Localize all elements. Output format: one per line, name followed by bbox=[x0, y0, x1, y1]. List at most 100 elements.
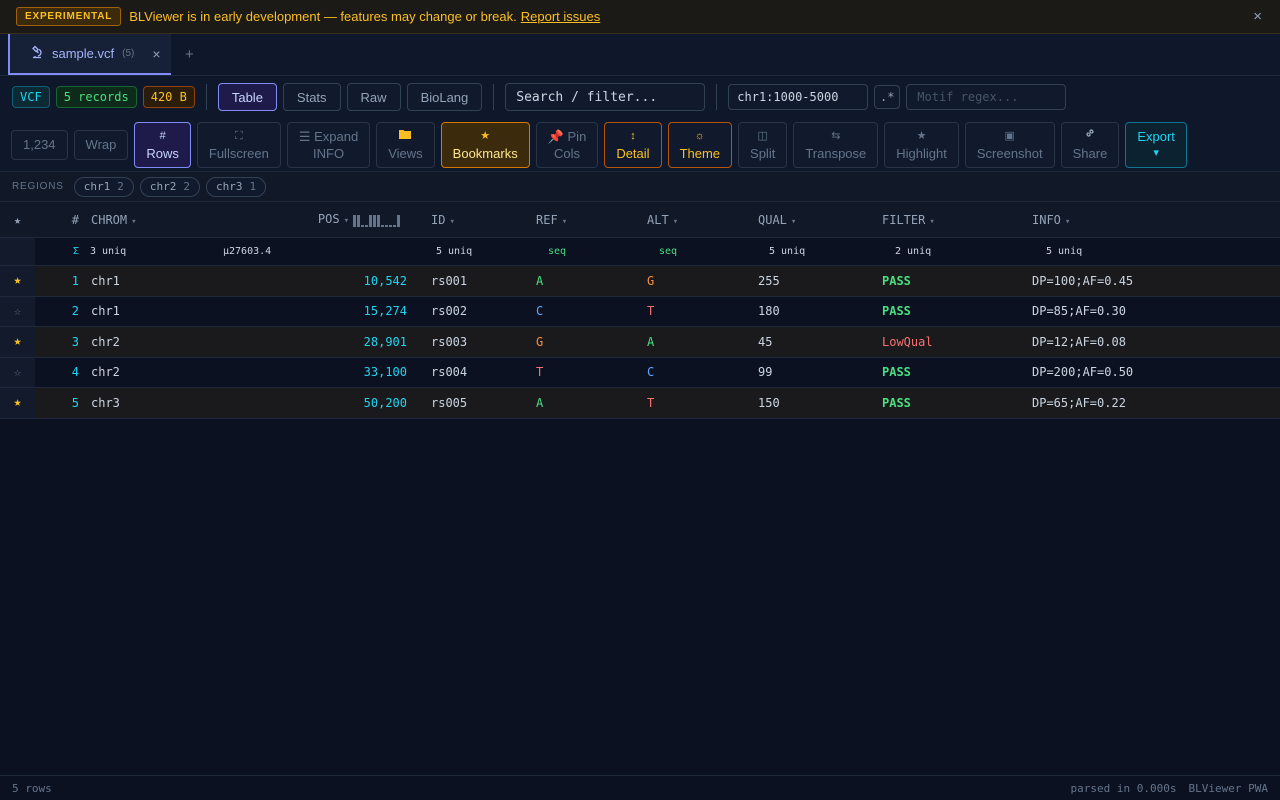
highlight-label: Highlight bbox=[896, 145, 947, 161]
table-row[interactable]: ☆ 2 chr1 15,274 rs002 C T 180 PASS DP=85… bbox=[0, 296, 1280, 327]
pin-label: Pin bbox=[567, 128, 587, 144]
alt-cell: T bbox=[647, 304, 655, 319]
column-label: POS bbox=[317, 212, 340, 227]
bookmark-star-icon[interactable]: ★ bbox=[0, 266, 35, 296]
pos-cell: 33,100 bbox=[363, 365, 407, 380]
ref-column-header[interactable]: REF ▾ bbox=[524, 213, 635, 227]
report-issues-link[interactable]: Report issues bbox=[520, 9, 601, 24]
table-row[interactable]: ★ 5 chr3 50,200 rs005 A T 150 PASS DP=65… bbox=[0, 388, 1280, 419]
column-label: REF bbox=[536, 212, 558, 227]
variant-table: ★ # CHROM ▾ POS ▾ ID ▾ REF ▾ ALT ▾ QUAL ▾ FILT… bbox=[0, 202, 1280, 419]
info-column-header[interactable]: INFO ▾ bbox=[1022, 213, 1244, 227]
info-cell: DP=12;AF=0.08 bbox=[1032, 334, 1126, 349]
bookmark-star-icon[interactable]: ★ bbox=[0, 388, 35, 418]
add-tab-button[interactable]: + bbox=[185, 46, 194, 63]
transpose-button[interactable]: ⇆ Transpose bbox=[793, 121, 879, 168]
sun-icon: ☼ bbox=[694, 129, 705, 142]
experimental-badge: EXPERIMENTAL bbox=[16, 7, 122, 26]
close-tab-icon[interactable]: × bbox=[152, 45, 161, 62]
chrom-cell: chr2 bbox=[91, 365, 120, 380]
bookmark-star-icon[interactable]: ☆ bbox=[0, 357, 35, 387]
id-column-header[interactable]: ID ▾ bbox=[411, 213, 524, 227]
banner-message: BLViewer is in early development — featu… bbox=[129, 9, 517, 24]
info-cell: DP=200;AF=0.50 bbox=[1032, 365, 1134, 380]
toolbar-divider bbox=[493, 84, 495, 110]
bookmark-star-icon[interactable]: ★ bbox=[0, 327, 35, 357]
column-label: CHROM bbox=[91, 212, 128, 227]
id-summary: 5 uniq bbox=[436, 246, 473, 257]
bookmarks-label: Bookmarks bbox=[452, 145, 518, 161]
toolbar-divider bbox=[205, 84, 207, 110]
mode-raw-button[interactable]: Raw bbox=[346, 83, 401, 111]
region-chip-chr1[interactable]: chr1 2 bbox=[73, 176, 134, 197]
hash-icon: # bbox=[159, 129, 166, 142]
filter-column-header[interactable]: FILTER ▾ bbox=[870, 213, 1022, 227]
expand-info-button[interactable]: ☰ Expand INFO bbox=[286, 121, 371, 168]
mode-stats-button[interactable]: Stats bbox=[282, 83, 341, 111]
qual-column-header[interactable]: QUAL ▾ bbox=[746, 213, 870, 227]
link-icon bbox=[1084, 127, 1096, 145]
region-chip-name: chr1 bbox=[83, 180, 111, 193]
table-row[interactable]: ☆ 4 chr2 33,100 rs004 T C 99 PASS DP=200… bbox=[0, 357, 1280, 388]
views-button[interactable]: Views bbox=[376, 121, 435, 168]
qual-cell: 180 bbox=[758, 304, 780, 319]
filter-cell: LowQual bbox=[882, 334, 933, 349]
summary-row: Σ 3 uniq μ27603.4 5 uniq seq seq 5 uniq … bbox=[0, 238, 1280, 266]
motif-regex-input[interactable] bbox=[906, 84, 1067, 110]
bookmark-star-icon[interactable]: ☆ bbox=[0, 296, 35, 326]
split-button[interactable]: ◫ Split bbox=[738, 121, 788, 168]
mode-biolang-button[interactable]: BioLang bbox=[406, 83, 483, 111]
screenshot-button[interactable]: ▣ Screenshot bbox=[964, 121, 1055, 168]
pin-columns-button[interactable]: 📌 Pin Cols bbox=[535, 121, 599, 168]
info-summary: 5 uniq bbox=[1046, 246, 1083, 257]
chrom-cell: chr2 bbox=[91, 334, 120, 349]
row-number-header: # bbox=[71, 212, 79, 227]
export-button[interactable]: Export ▾ bbox=[1125, 121, 1187, 168]
number-format-button[interactable]: 1,234 bbox=[11, 129, 68, 160]
highlight-button[interactable]: ★ Highlight bbox=[884, 121, 959, 168]
region-chip-count: 1 bbox=[249, 180, 257, 193]
pos-column-header[interactable]: POS ▾ bbox=[215, 212, 411, 227]
region-chip-count: 2 bbox=[117, 180, 124, 193]
alt-column-header[interactable]: ALT ▾ bbox=[635, 213, 746, 227]
region-chip-name: chr2 bbox=[149, 180, 177, 193]
bookmark-column-header[interactable]: ★ bbox=[0, 202, 35, 237]
bookmarks-button[interactable]: ★ Bookmarks bbox=[440, 121, 530, 168]
summary-spacer bbox=[0, 238, 35, 265]
star-icon: ★ bbox=[13, 273, 22, 289]
pos-cell: 50,200 bbox=[363, 395, 407, 410]
rows-button[interactable]: # Rows bbox=[134, 121, 191, 168]
filter-cell: PASS bbox=[882, 365, 911, 380]
ref-cell: A bbox=[536, 273, 544, 288]
table-row[interactable]: ★ 1 chr1 10,542 rs001 A G 255 PASS DP=10… bbox=[0, 266, 1280, 297]
mode-table-button[interactable]: Table bbox=[217, 83, 277, 111]
region-input[interactable] bbox=[728, 84, 869, 110]
column-label: ALT bbox=[647, 212, 669, 227]
ref-cell: A bbox=[536, 395, 544, 410]
toolbar-divider bbox=[716, 84, 718, 110]
pos-cell: 10,542 bbox=[363, 273, 407, 288]
search-input[interactable] bbox=[505, 83, 706, 111]
file-tab-bar: sample.vcf (5) × + bbox=[0, 34, 1280, 76]
regex-toggle-button[interactable]: .* bbox=[874, 85, 901, 109]
ref-cell: T bbox=[536, 365, 544, 380]
regions-bar: REGIONS chr1 2 chr2 2 chr3 1 bbox=[0, 172, 1280, 202]
chrom-column-header[interactable]: CHROM ▾ bbox=[85, 213, 215, 227]
wrap-button[interactable]: Wrap bbox=[73, 129, 129, 160]
theme-button[interactable]: ☼ Theme bbox=[667, 121, 733, 168]
share-button[interactable]: Share bbox=[1060, 121, 1120, 168]
format-badge: VCF bbox=[12, 86, 50, 108]
tab-sample-vcf[interactable]: sample.vcf (5) × bbox=[8, 34, 171, 75]
table-row[interactable]: ★ 3 chr2 28,901 rs003 G A 45 LowQual DP=… bbox=[0, 327, 1280, 358]
alt-cell: A bbox=[647, 334, 655, 349]
filter-cell: PASS bbox=[882, 304, 911, 319]
region-chip-chr2[interactable]: chr2 2 bbox=[139, 176, 200, 197]
column-label: INFO bbox=[1032, 212, 1061, 227]
fullscreen-button[interactable]: ⛶ Fullscreen bbox=[196, 121, 281, 168]
detail-button[interactable]: ↕ Detail bbox=[604, 121, 662, 168]
alt-cell: C bbox=[647, 365, 655, 380]
sort-arrow-icon: ▾ bbox=[343, 216, 349, 227]
close-banner-icon[interactable]: × bbox=[1253, 8, 1262, 25]
filter-cell: PASS bbox=[882, 273, 911, 288]
region-chip-chr3[interactable]: chr3 1 bbox=[205, 176, 267, 197]
